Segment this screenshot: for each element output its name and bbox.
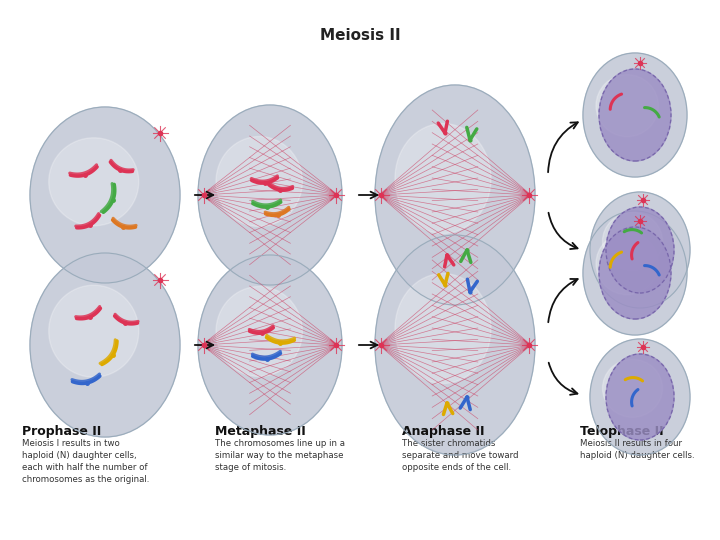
Ellipse shape xyxy=(395,124,491,233)
Ellipse shape xyxy=(216,287,302,376)
Ellipse shape xyxy=(596,233,658,295)
Text: Telophase II: Telophase II xyxy=(580,425,664,438)
Ellipse shape xyxy=(599,227,671,319)
Ellipse shape xyxy=(599,69,671,161)
Ellipse shape xyxy=(198,255,342,435)
Ellipse shape xyxy=(395,273,491,383)
Ellipse shape xyxy=(30,253,180,437)
Ellipse shape xyxy=(375,235,535,455)
Text: Anaphase II: Anaphase II xyxy=(402,425,485,438)
Ellipse shape xyxy=(606,354,674,440)
Ellipse shape xyxy=(30,107,180,283)
Ellipse shape xyxy=(606,207,674,293)
Ellipse shape xyxy=(216,137,302,226)
Ellipse shape xyxy=(603,359,662,417)
Text: Prophase II: Prophase II xyxy=(22,425,102,438)
Ellipse shape xyxy=(603,212,662,271)
Ellipse shape xyxy=(375,85,535,305)
Text: Meiosis II results in four
haploid (N) daughter cells.: Meiosis II results in four haploid (N) d… xyxy=(580,439,695,460)
Text: Metaphase II: Metaphase II xyxy=(215,425,306,438)
Ellipse shape xyxy=(590,339,690,455)
Ellipse shape xyxy=(49,285,139,377)
Ellipse shape xyxy=(198,105,342,285)
Ellipse shape xyxy=(590,192,690,308)
Ellipse shape xyxy=(583,53,687,177)
Ellipse shape xyxy=(583,211,687,335)
Ellipse shape xyxy=(49,138,139,226)
Ellipse shape xyxy=(596,75,658,137)
Text: The chromosomes line up in a
similar way to the metaphase
stage of mitosis.: The chromosomes line up in a similar way… xyxy=(215,439,345,472)
Text: Meiosis I results in two
haploid (N) daughter cells,
each with half the number o: Meiosis I results in two haploid (N) dau… xyxy=(22,439,149,484)
Text: The sister chromatids
separate and move toward
opposite ends of the cell.: The sister chromatids separate and move … xyxy=(402,439,518,472)
Text: Meiosis II: Meiosis II xyxy=(320,28,400,43)
